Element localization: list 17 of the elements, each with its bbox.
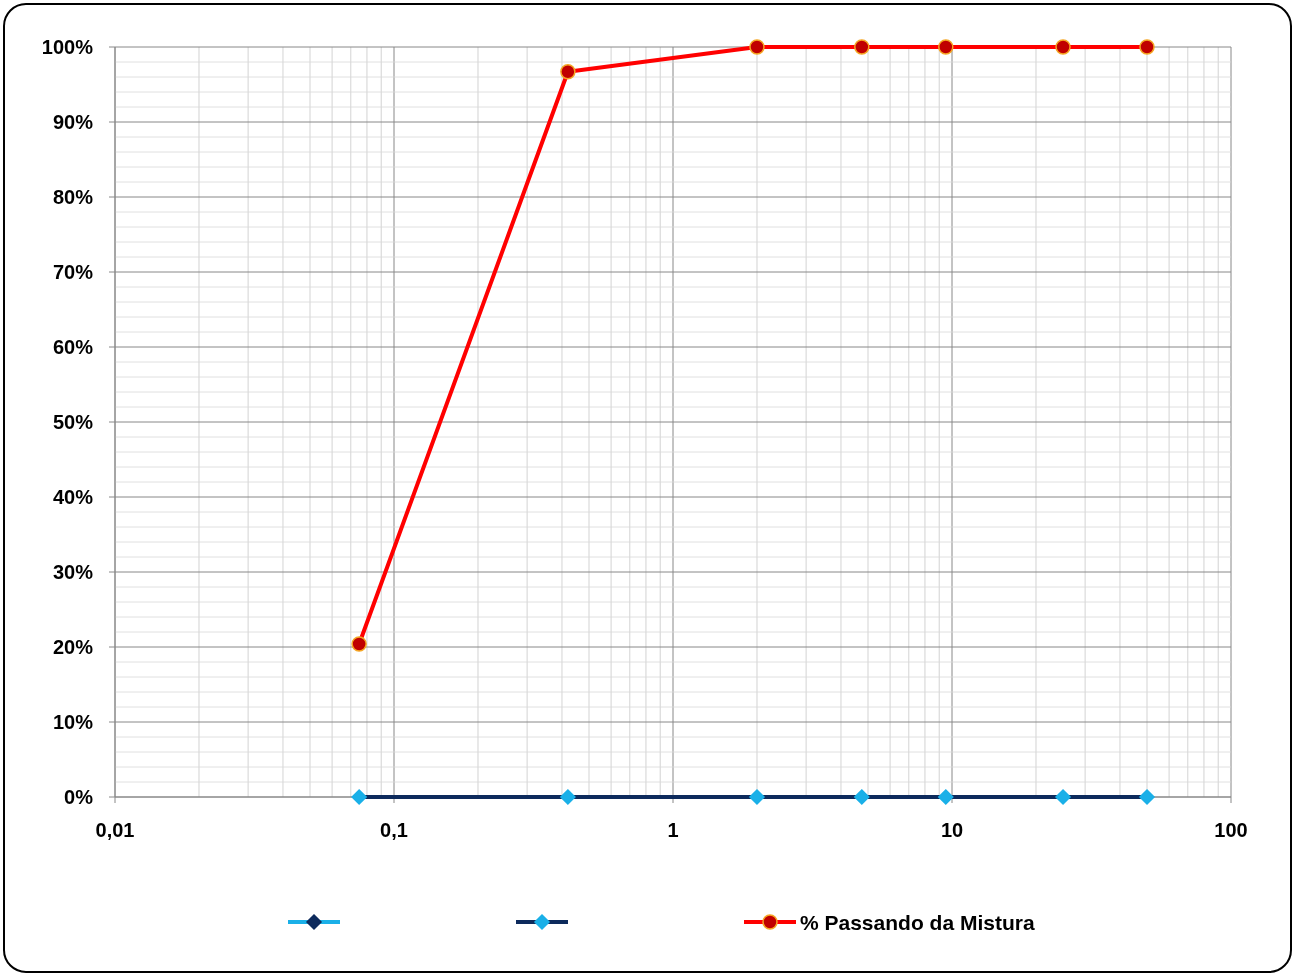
legend-label: % Passando da Mistura <box>800 911 1035 934</box>
x-tick-label: 1 <box>667 819 679 841</box>
x-tick-label: 10 <box>940 819 964 841</box>
x-tick-label: 0,1 <box>380 819 408 841</box>
y-tick-label: 100% <box>41 36 94 58</box>
x-tick-label: 0,01 <box>95 819 135 841</box>
y-tick-label: 0% <box>64 786 94 808</box>
y-tick-label: 10% <box>52 711 94 733</box>
y-tick-label: 50% <box>52 411 94 433</box>
y-tick-label: 90% <box>52 111 94 133</box>
y-tick-label: 20% <box>52 636 94 658</box>
x-tick-label: 100 <box>1214 819 1248 841</box>
y-tick-label: 80% <box>52 186 94 208</box>
y-tick-label: 40% <box>52 486 94 508</box>
y-tick-label: 30% <box>52 561 94 583</box>
y-tick-label: 70% <box>52 261 94 283</box>
y-tick-label: 60% <box>52 336 94 358</box>
